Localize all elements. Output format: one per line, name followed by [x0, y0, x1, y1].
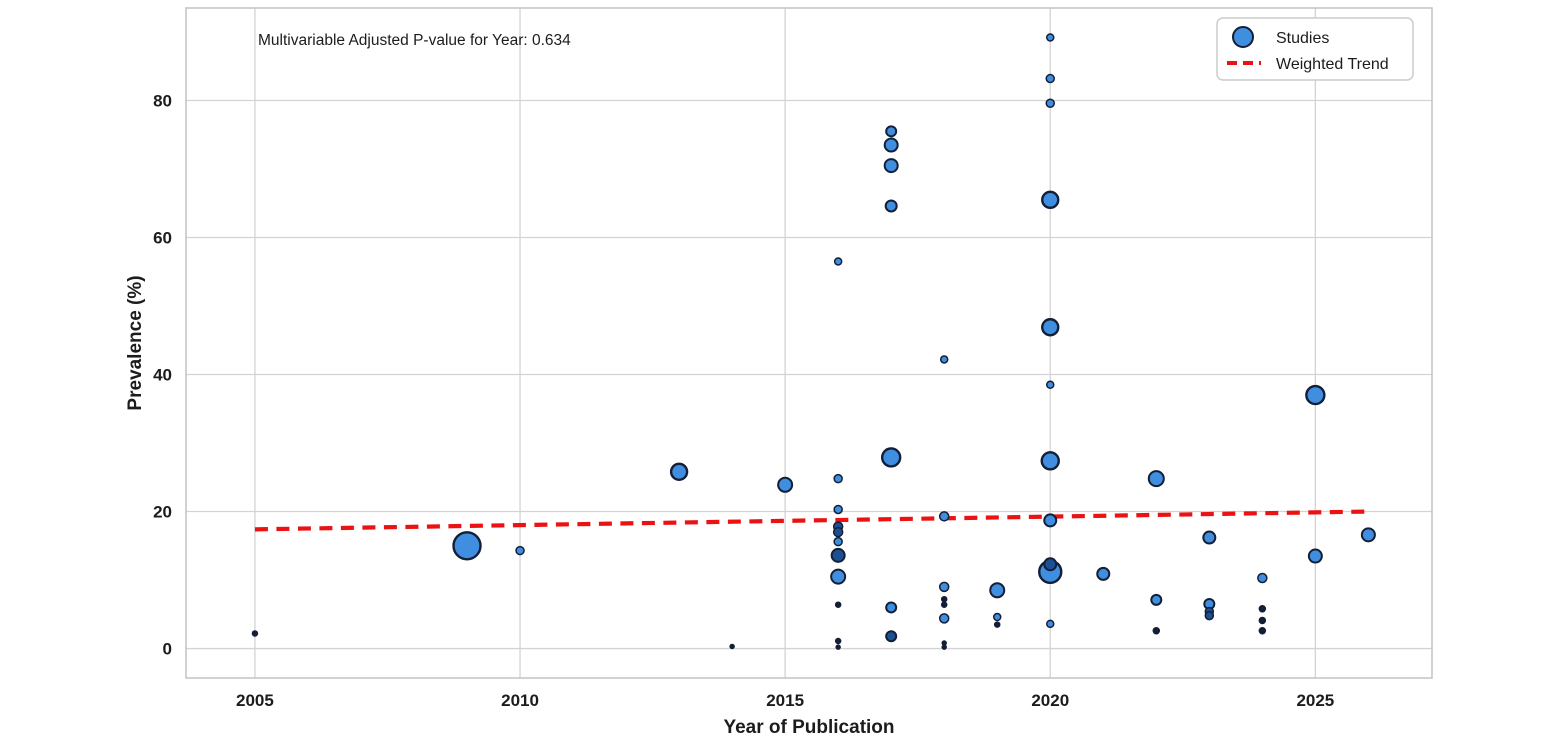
x-tick-label: 2020 — [1031, 691, 1069, 710]
study-point — [938, 511, 950, 522]
study-point — [833, 473, 843, 484]
x-tick-label: 2005 — [236, 691, 274, 710]
study-point — [669, 462, 689, 481]
study-point — [1045, 33, 1055, 42]
study-point — [452, 531, 482, 561]
study-point — [834, 601, 842, 608]
study-point — [884, 199, 898, 213]
y-tick-label: 0 — [163, 640, 172, 659]
legend-box — [1216, 17, 1414, 81]
study-point — [1041, 318, 1060, 337]
study-point — [1096, 566, 1111, 581]
study-point — [833, 257, 843, 266]
study-point — [1204, 610, 1215, 621]
pvalue-annotation: Multivariable Adjusted P-value for Year:… — [258, 32, 571, 49]
study-point — [1045, 98, 1055, 108]
study-point — [883, 137, 899, 153]
study-point — [938, 613, 950, 624]
study-point — [993, 621, 1001, 628]
gridlines — [186, 8, 1432, 678]
study-point — [1258, 616, 1267, 625]
study-point — [1360, 527, 1376, 543]
study-point — [885, 630, 898, 643]
study-point — [830, 547, 846, 563]
weighted-trend-line — [254, 509, 1369, 532]
study-point — [515, 545, 525, 556]
legend: Studies Weighted Trend — [1216, 17, 1414, 81]
legend-studies-marker-icon — [1232, 26, 1254, 48]
y-tick-label: 60 — [153, 228, 172, 247]
y-tick-label: 40 — [153, 366, 172, 385]
study-point — [1043, 513, 1058, 528]
legend-trend-label: Weighted Trend — [1276, 56, 1389, 73]
study-point — [940, 601, 948, 608]
study-point — [1258, 605, 1267, 613]
y-tick-label: 80 — [153, 91, 172, 110]
study-point — [1147, 470, 1165, 488]
study-point — [777, 476, 794, 493]
study-point — [1045, 380, 1055, 390]
study-point — [1257, 572, 1268, 584]
study-point — [938, 581, 950, 593]
study-point — [1202, 530, 1217, 545]
x-axis-label: Year of Publication — [723, 717, 894, 738]
study-point — [1045, 73, 1055, 84]
study-point — [992, 612, 1002, 622]
study-point — [883, 158, 899, 174]
study-point — [1258, 626, 1267, 635]
study-point — [832, 526, 844, 538]
y-tick-label: 20 — [153, 503, 172, 522]
x-tick-label: 2025 — [1296, 691, 1334, 710]
study-point — [941, 644, 947, 650]
study-point — [251, 630, 259, 637]
study-point — [835, 644, 841, 650]
study-points — [251, 33, 1376, 650]
study-point — [1305, 384, 1326, 406]
y-axis-label: Prevalence (%) — [125, 275, 146, 410]
study-point — [1041, 190, 1060, 210]
study-point — [833, 536, 843, 547]
study-point — [939, 355, 949, 364]
plot-border — [185, 7, 1433, 679]
study-point — [885, 601, 898, 614]
study-point — [940, 595, 948, 603]
x-tick-label: 2010 — [501, 691, 539, 710]
study-point — [833, 504, 843, 515]
study-point — [989, 582, 1006, 599]
study-point — [885, 125, 898, 138]
x-tick-label: 2015 — [766, 691, 804, 710]
study-point — [729, 643, 735, 650]
study-point — [834, 637, 842, 645]
study-point — [1045, 619, 1055, 629]
study-point — [880, 447, 902, 468]
legend-studies-label: Studies — [1276, 30, 1329, 47]
study-point — [1152, 626, 1161, 635]
study-point — [1150, 593, 1163, 606]
study-point — [830, 568, 847, 585]
study-point — [1043, 557, 1058, 572]
study-point — [1040, 451, 1060, 471]
study-point — [1307, 548, 1323, 564]
